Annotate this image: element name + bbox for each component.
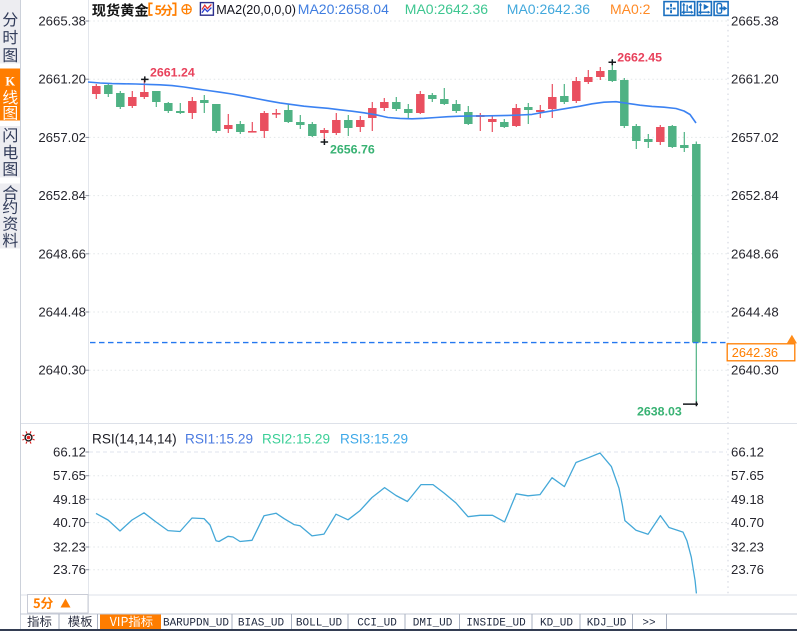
svg-text:2648.66: 2648.66 (38, 246, 86, 261)
svg-text:BOLL_UD: BOLL_UD (296, 618, 343, 630)
svg-text:2661.20: 2661.20 (38, 72, 86, 87)
svg-text:INSIDE_UD: INSIDE_UD (466, 618, 526, 630)
svg-text:MA20:2658.04: MA20:2658.04 (298, 1, 389, 17)
svg-text:57.65: 57.65 (731, 468, 764, 483)
svg-text:KDJ_UD: KDJ_UD (587, 618, 627, 630)
svg-text:2657.02: 2657.02 (38, 130, 86, 145)
svg-text:32.23: 32.23 (731, 540, 764, 555)
svg-text:23.76: 23.76 (53, 562, 86, 577)
svg-text:2640.30: 2640.30 (38, 363, 86, 378)
svg-text:DMI_UD: DMI_UD (413, 618, 453, 630)
svg-text:2638.03: 2638.03 (637, 405, 682, 419)
svg-text:MA0:2642.36: MA0:2642.36 (507, 1, 590, 17)
svg-text:2644.48: 2644.48 (731, 305, 779, 320)
svg-text:2665.38: 2665.38 (38, 14, 86, 29)
svg-text:40.70: 40.70 (731, 515, 764, 530)
svg-text:49.18: 49.18 (53, 492, 86, 507)
svg-text:2657.02: 2657.02 (731, 130, 779, 145)
svg-text:>>: >> (642, 618, 655, 630)
svg-text:RSI(14,14,14): RSI(14,14,14) (92, 432, 177, 447)
svg-text:66.12: 66.12 (731, 445, 764, 460)
svg-text:RSI3:15.29: RSI3:15.29 (340, 432, 408, 447)
svg-text:MA2(20,0,0,0): MA2(20,0,0,0) (216, 3, 296, 17)
svg-text:MA0:2642.36: MA0:2642.36 (405, 1, 488, 17)
svg-text:23.76: 23.76 (731, 562, 764, 577)
svg-text:BARUPDN_UD: BARUPDN_UD (163, 618, 229, 630)
svg-text:BIAS_UD: BIAS_UD (238, 618, 285, 630)
svg-text:CCI_UD: CCI_UD (357, 618, 397, 630)
svg-text:KD_UD: KD_UD (540, 618, 573, 630)
svg-text:2661.20: 2661.20 (731, 72, 779, 87)
svg-text:2656.76: 2656.76 (330, 143, 375, 157)
svg-text:2640.30: 2640.30 (731, 363, 779, 378)
svg-text:40.70: 40.70 (53, 515, 86, 530)
svg-text:2661.24: 2661.24 (150, 66, 195, 80)
svg-text:MA0:2: MA0:2 (610, 1, 651, 17)
svg-text:66.12: 66.12 (53, 445, 86, 460)
svg-text:2652.84: 2652.84 (731, 188, 779, 203)
svg-text:2644.48: 2644.48 (38, 305, 86, 320)
svg-text:RSI2:15.29: RSI2:15.29 (262, 432, 330, 447)
svg-text:2642.36: 2642.36 (732, 345, 778, 360)
svg-text:RSI1:15.29: RSI1:15.29 (185, 432, 253, 447)
svg-text:32.23: 32.23 (53, 540, 86, 555)
svg-text:49.18: 49.18 (731, 492, 764, 507)
svg-text:K: K (5, 74, 15, 88)
svg-text:2652.84: 2652.84 (38, 188, 86, 203)
svg-text:2662.45: 2662.45 (617, 51, 662, 65)
svg-text:57.65: 57.65 (53, 468, 86, 483)
svg-text:2648.66: 2648.66 (731, 246, 779, 261)
svg-text:2665.38: 2665.38 (731, 14, 779, 29)
